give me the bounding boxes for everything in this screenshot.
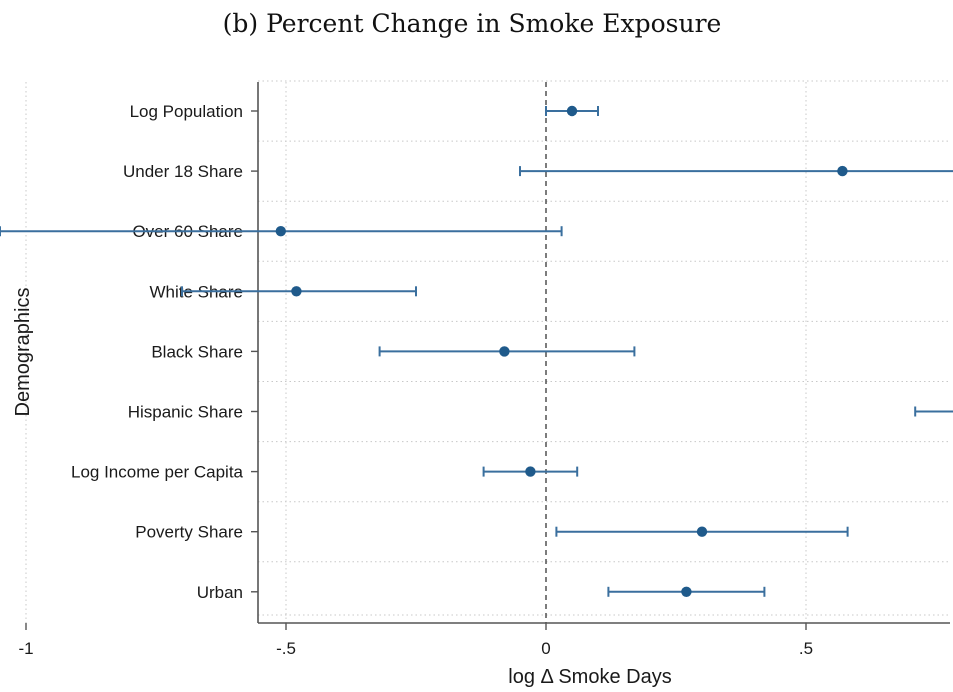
point-estimate	[275, 226, 286, 237]
data-marks	[0, 105, 953, 597]
x-tick-label: 0	[541, 639, 550, 658]
point-estimate	[681, 586, 692, 597]
y-tick-label: Log Income per Capita	[71, 463, 244, 482]
point-estimate	[525, 466, 536, 477]
y-tick-label: Poverty Share	[135, 523, 243, 542]
y-axis-title: Demographics	[12, 288, 34, 417]
point-estimate	[837, 165, 848, 177]
x-axis-title: log Δ Smoke Days	[508, 666, 671, 688]
x-tick-label: -.5	[276, 639, 296, 658]
x-tick-label: -1	[18, 639, 33, 658]
x-tick-label: .5	[799, 639, 813, 658]
y-tick-label: Under 18 Share	[123, 162, 243, 181]
chart-title: (b) Percent Change in Smoke Exposure	[223, 9, 722, 38]
y-tick-label: Urban	[197, 583, 243, 602]
x-tick-labels: -1-.50.511.5	[18, 639, 813, 658]
point-estimate	[696, 526, 708, 537]
y-tick-label: Hispanic Share	[128, 403, 243, 422]
point-estimate	[499, 346, 510, 357]
point-estimate	[291, 286, 302, 297]
grid-lines	[25, 80, 950, 623]
point-estimate	[566, 105, 578, 117]
y-tick-label: Black Share	[151, 342, 243, 361]
y-tick-label: Log Population	[130, 102, 243, 121]
